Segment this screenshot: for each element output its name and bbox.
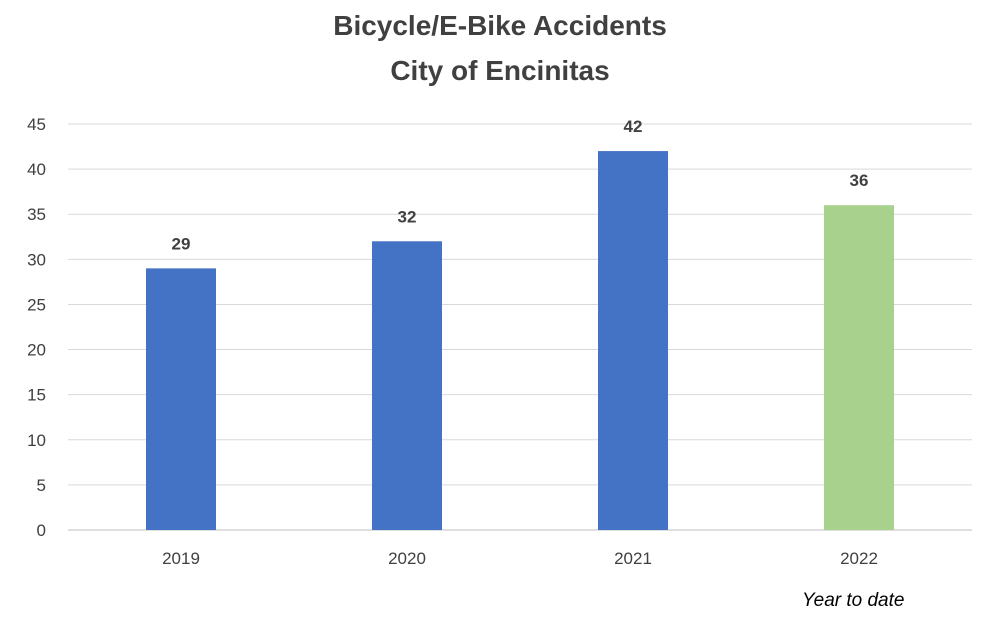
x-tick-label: 2020 (388, 549, 426, 568)
x-tick-label: 2022 (840, 549, 878, 568)
bar (146, 268, 216, 530)
bar (372, 241, 442, 531)
y-tick-label: 40 (27, 160, 46, 179)
data-label: 32 (398, 207, 417, 226)
chart-subtitle: City of Encinitas (390, 55, 610, 86)
data-label: 29 (172, 234, 191, 253)
bar (824, 205, 894, 530)
y-tick-label: 5 (37, 476, 46, 495)
y-tick-label: 0 (37, 521, 46, 540)
y-tick-label: 30 (27, 250, 46, 269)
x-tick-label: 2021 (614, 549, 652, 568)
y-tick-label: 25 (27, 295, 46, 314)
data-label: 42 (624, 117, 643, 136)
chart-title: Bicycle/E-Bike Accidents (333, 10, 667, 41)
x-tick-label: 2019 (162, 549, 200, 568)
y-tick-label: 10 (27, 431, 46, 450)
year-to-date-note: Year to date (802, 590, 905, 611)
data-label: 36 (850, 171, 869, 190)
y-tick-label: 20 (27, 341, 46, 360)
y-tick-label: 15 (27, 386, 46, 405)
y-tick-label: 35 (27, 205, 46, 224)
y-tick-label: 45 (27, 115, 46, 134)
bar (598, 151, 668, 531)
